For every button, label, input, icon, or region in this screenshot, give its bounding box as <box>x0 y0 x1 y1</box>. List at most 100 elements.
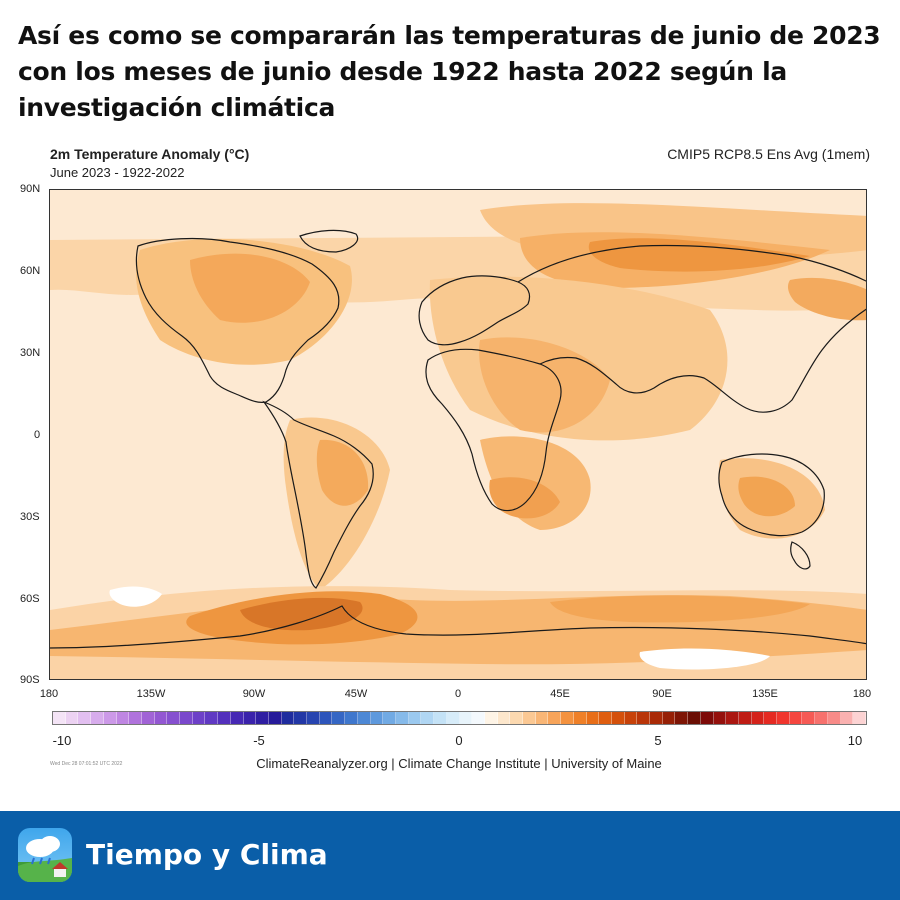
anomaly-shading <box>50 203 866 679</box>
colorbar-swatch-42 <box>586 712 600 724</box>
colorbar-swatch-20 <box>307 712 320 724</box>
colorbar-tick-5: 5 <box>654 733 662 748</box>
colorbar-swatch-17 <box>268 712 282 724</box>
colorbar-swatch-11 <box>192 712 206 724</box>
southern-africa-high <box>489 477 560 519</box>
north-africa-high <box>479 337 610 433</box>
colorbar-tick-minus-5: -5 <box>253 733 265 748</box>
colorbar-swatch-16 <box>256 712 269 724</box>
colorbar-swatch-62 <box>840 712 854 724</box>
australia-high <box>738 476 795 517</box>
colorbar-swatch-6 <box>129 712 142 724</box>
colorbar-swatch-41 <box>573 712 587 724</box>
colorbar-swatch-27 <box>395 712 409 724</box>
colorbar-swatch-22 <box>332 712 346 724</box>
white-patch-antarctica <box>639 648 770 670</box>
colorbar-swatch-44 <box>611 712 625 724</box>
colorbar-swatch-35 <box>497 712 511 724</box>
colorbar-swatch-4 <box>103 712 117 724</box>
lon-label-45w: 45W <box>344 688 368 700</box>
colorbar-swatch-23 <box>345 712 358 724</box>
map-model-label: CMIP5 RCP8.5 Ens Avg (1mem) <box>667 146 870 162</box>
colorbar-swatch-10 <box>180 712 193 724</box>
colorbar-swatch-1 <box>65 712 79 724</box>
lon-label-180e: 180 <box>852 688 872 700</box>
new-zealand-coast <box>790 541 811 570</box>
credit-line: ClimateReanalyzer.org | Climate Change I… <box>256 756 662 771</box>
colorbar-swatch-33 <box>472 712 485 724</box>
lon-label-45e: 45E <box>550 688 570 700</box>
europe-coast <box>418 275 531 346</box>
colorbar-swatch-13 <box>218 712 231 724</box>
colorbar-swatch-24 <box>357 712 371 724</box>
colorbar-swatch-47 <box>650 712 663 724</box>
weddell-sea-peak <box>240 597 363 631</box>
colorbar-swatch-12 <box>205 712 219 724</box>
lon-label-0: 0 <box>454 688 462 700</box>
colorbar-swatch-31 <box>446 712 460 724</box>
lat-label-60s: 60S <box>20 593 40 605</box>
lon-label-90w: 90W <box>242 688 266 700</box>
colorbar-tick-minus-10: -10 <box>52 733 72 748</box>
colorbar-swatch-32 <box>459 712 473 724</box>
asia-coast <box>517 244 866 413</box>
colorbar-swatch-30 <box>434 712 447 724</box>
colorbar-swatch-19 <box>294 712 308 724</box>
lon-label-135e: 135E <box>752 688 778 700</box>
colorbar-swatch-58 <box>789 712 803 724</box>
temperature-anomaly-map <box>49 189 867 680</box>
colorbar-tick-0: 0 <box>455 733 463 748</box>
south-america-coast <box>262 400 374 589</box>
canada-high <box>190 253 310 323</box>
colorbar-swatch-5 <box>116 712 130 724</box>
colorbar-swatch-43 <box>599 712 612 724</box>
colorbar-swatch-15 <box>243 712 257 724</box>
colorbar-swatch-54 <box>738 712 752 724</box>
australia-coast <box>718 453 825 537</box>
greenland-coast <box>299 229 359 253</box>
colorbar-swatch-25 <box>370 712 384 724</box>
colorbar-swatch-46 <box>637 712 651 724</box>
colorbar-swatch-0 <box>53 712 66 724</box>
colorbar-swatch-39 <box>548 712 562 724</box>
colorbar-swatch-3 <box>91 712 104 724</box>
colorbar-swatch-49 <box>675 712 689 724</box>
lon-label-180w: 180 <box>39 688 59 700</box>
colorbar-swatch-45 <box>624 712 638 724</box>
colorbar-swatch-29 <box>421 712 435 724</box>
colorbar-swatch-9 <box>167 712 181 724</box>
colorbar-swatch-40 <box>561 712 574 724</box>
footer-bar: Tiempo y Clima <box>0 811 900 900</box>
colorbar-swatch-34 <box>484 712 498 724</box>
lat-label-0: 0 <box>34 429 41 441</box>
lat-label-90n: 90N <box>20 183 41 195</box>
amazon-high <box>316 439 369 506</box>
colorbar-swatch-38 <box>535 712 549 724</box>
lat-label-30s: 30S <box>20 511 40 523</box>
colorbar-swatch-53 <box>726 712 739 724</box>
africa-coast <box>425 348 562 512</box>
colorbar-swatch-59 <box>802 712 816 724</box>
lat-label-60n: 60N <box>20 265 41 277</box>
coastlines <box>50 229 866 649</box>
colorbar-swatch-52 <box>713 712 727 724</box>
far-east-high <box>787 277 866 321</box>
colorbar-swatch-51 <box>700 712 714 724</box>
lon-label-90e: 90E <box>652 688 672 700</box>
colorbar-swatch-26 <box>383 712 396 724</box>
map-title: 2m Temperature Anomaly (°C) <box>50 146 250 162</box>
colorbar-swatch-36 <box>510 712 524 724</box>
colorbar-swatch-7 <box>141 712 155 724</box>
colorbar-tick-10: 10 <box>847 733 863 748</box>
colorbar-swatch-55 <box>751 712 765 724</box>
colorbar-swatch-60 <box>815 712 828 724</box>
colorbar-swatch-28 <box>408 712 422 724</box>
colorbar-swatch-63 <box>853 712 866 724</box>
siberia-high <box>588 238 810 272</box>
colorbar-swatch-50 <box>688 712 701 724</box>
colorbar-swatch-56 <box>764 712 778 724</box>
north-america-coast <box>135 237 340 403</box>
colorbar-swatch-14 <box>230 712 244 724</box>
lat-label-30n: 30N <box>20 347 41 359</box>
lat-label-90s: 90S <box>20 674 40 686</box>
